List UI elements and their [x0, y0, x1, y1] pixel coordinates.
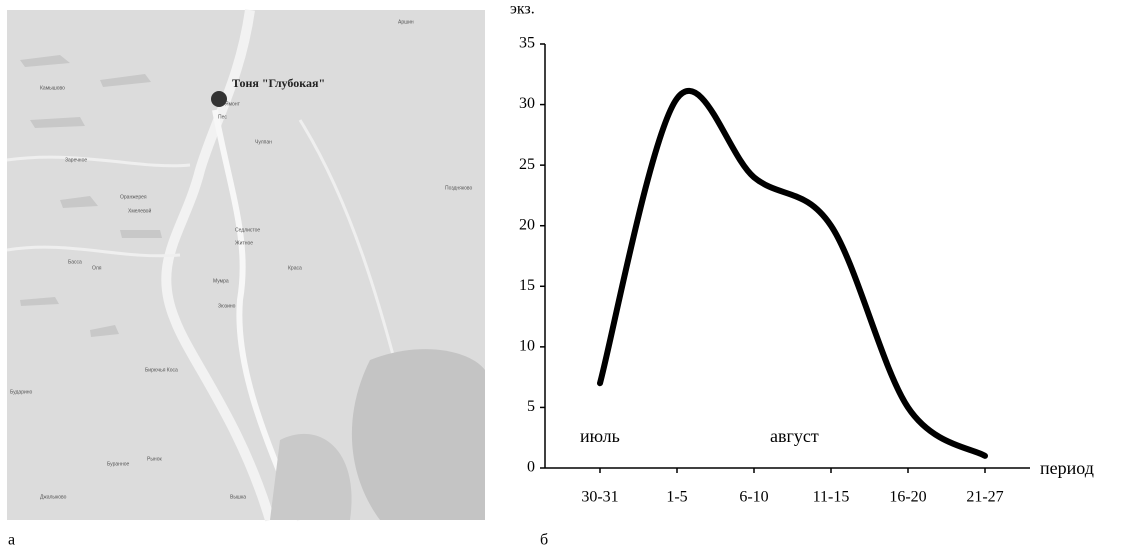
river [212, 109, 303, 522]
place-label: Джалыково [40, 494, 67, 500]
place-label: Седлистое [235, 227, 260, 233]
y-tick-label: 25 [519, 156, 535, 173]
place-label: Ямонт [225, 101, 241, 107]
place-label: Краса [288, 265, 302, 271]
place-label: Поздняково [445, 185, 473, 191]
place-label: Буранное [107, 461, 129, 467]
y-tick-label: 35 [519, 35, 535, 52]
place-label: Оля [92, 265, 102, 271]
place-label: Бударино [10, 389, 33, 395]
y-axis-label: экз. [510, 1, 535, 18]
panel-label: а [8, 532, 15, 549]
x-tick-label: 1-5 [666, 489, 687, 506]
place-label: Бирючья Коса [145, 367, 178, 373]
place-label: Хмелевой [128, 207, 151, 214]
place-label: Зюзино [218, 303, 236, 309]
place-label: Рынок [147, 456, 162, 462]
site-marker [211, 91, 227, 107]
x-tick-label: 21-27 [966, 489, 1003, 506]
place-label: Камышово [40, 85, 65, 91]
place-label: Мумра [213, 278, 229, 284]
y-tick-label: 0 [527, 459, 535, 476]
y-tick-label: 5 [527, 398, 535, 415]
place-label: Пес [218, 114, 227, 120]
panel-label: б [540, 532, 548, 549]
y-tick-label: 15 [519, 277, 535, 294]
place-label: Вышка [230, 494, 246, 500]
place-label: Заречное [65, 157, 87, 163]
annotation: август [770, 426, 819, 446]
place-label: Аршин [398, 19, 414, 25]
annotation: июль [580, 426, 620, 446]
x-axis-label: период [1040, 458, 1094, 478]
x-tick-label: 6-10 [739, 489, 768, 506]
site-label: Тоня "Глубокая" [232, 76, 325, 90]
map: Тоня "Глубокая" Ямонт Пес Камышово Заречное… [6, 9, 485, 522]
y-tick-label: 10 [519, 338, 535, 355]
line-series [597, 87, 988, 459]
y-tick-label: 20 [519, 216, 535, 233]
x-tick-label: 16-20 [889, 489, 926, 506]
place-label: Басса [68, 259, 82, 265]
water [270, 433, 352, 520]
place-label: Чулпан [255, 139, 272, 145]
place-label: Оранжерея [120, 194, 147, 200]
lakes [20, 55, 162, 337]
place-label: Житное [235, 240, 253, 246]
x-tick-label: 30-31 [581, 489, 618, 506]
water [351, 349, 485, 520]
x-tick-label: 11-15 [813, 489, 850, 506]
y-tick-label: 30 [519, 95, 535, 112]
